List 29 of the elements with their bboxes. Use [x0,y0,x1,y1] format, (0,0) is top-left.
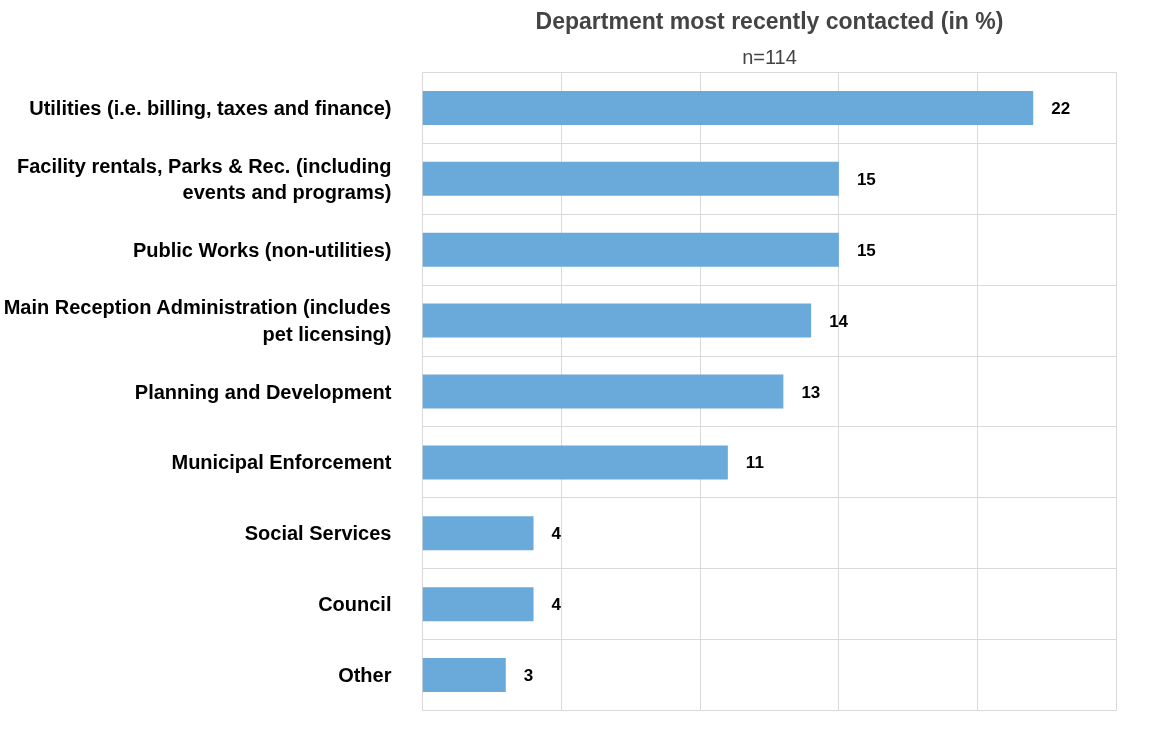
y-tick-label: Main Reception Administration (includes pet licensing) [3,296,392,345]
y-tick-label: Other [338,664,392,687]
bar [422,161,839,196]
data-label: 4 [551,595,562,615]
chart-title: Department most recently contacted (in %) [535,7,1004,34]
bar [422,303,812,338]
chart-subtitle: n=114 [742,45,797,68]
y-tick-label: Planning and Development [134,380,392,403]
y-tick-label: Public Works (non-utilities) [132,238,392,261]
data-label: 15 [856,169,876,189]
data-label: 15 [856,240,876,260]
y-tick-label: Municipal Enforcement [171,451,392,474]
y-tick-label: Social Services [244,522,392,545]
bar [422,587,534,622]
bar [422,658,506,693]
data-label: 4 [551,524,562,544]
y-tick-label: Utilities (i.e. billing, taxes and finance) [29,96,392,119]
data-label: 14 [829,311,849,331]
bar [422,90,1034,125]
data-label: 22 [1051,98,1071,118]
data-label: 11 [745,453,764,473]
data-label: 3 [523,666,534,686]
y-tick-label: Council [318,593,392,616]
bar [422,516,534,551]
bar [422,445,728,480]
data-label: 13 [801,382,821,402]
bar [422,374,784,409]
y-tick-label: Facility rentals, Parks & Rec. (including events and programs) [16,154,392,204]
bar [422,232,839,267]
